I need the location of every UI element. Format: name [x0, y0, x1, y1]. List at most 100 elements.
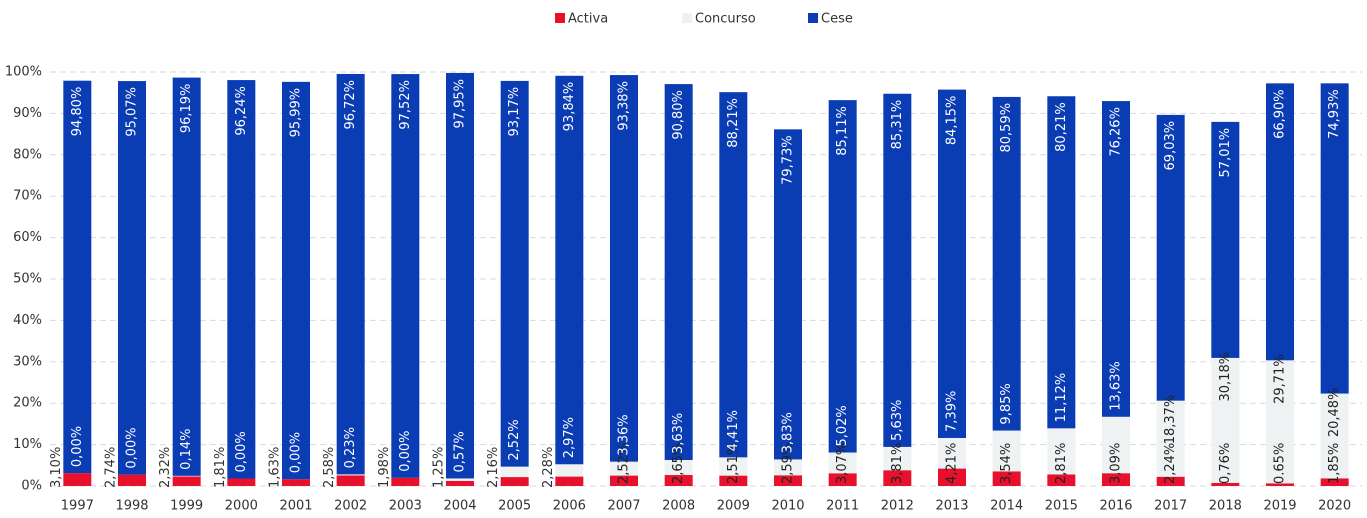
value-label: 20,48%	[1327, 388, 1342, 438]
value-label: 96,19%	[179, 84, 194, 134]
x-tick-label: 2005	[498, 499, 531, 514]
bar-segment	[1047, 474, 1076, 486]
bar-segment	[1266, 483, 1294, 486]
bar-segment	[938, 437, 966, 469]
bar-segment	[938, 89, 966, 438]
bar-segment	[1156, 476, 1185, 486]
bar-segment	[500, 80, 529, 467]
value-label: 30,18%	[1218, 352, 1233, 402]
x-tick-label: 1999	[170, 499, 203, 514]
x-tick-label: 2015	[1045, 499, 1078, 514]
value-label: 0,00%	[234, 431, 249, 472]
x-tick-label: 1997	[61, 499, 94, 514]
bar-segment	[610, 461, 638, 476]
x-tick-label: 2006	[553, 499, 586, 514]
bar-segment	[1211, 482, 1240, 486]
x-tick-label: 2009	[717, 499, 750, 514]
bar-segment	[446, 480, 474, 486]
x-tick-label: 2002	[334, 499, 367, 514]
bar-segment	[1320, 393, 1349, 479]
value-label: 9,85%	[999, 383, 1014, 424]
y-tick-label: 60%	[13, 230, 42, 245]
bar-segment	[610, 75, 638, 462]
bar-segment	[446, 478, 474, 481]
y-tick-label: 0%	[21, 479, 42, 494]
bar-segment	[282, 81, 310, 480]
x-tick-label: 2010	[771, 499, 804, 514]
bar-segment	[500, 466, 529, 478]
legend-label: Concurso	[695, 12, 756, 27]
value-label: 2,81%	[1054, 443, 1069, 484]
value-label: 80,21%	[1054, 102, 1069, 152]
value-label: 96,72%	[343, 80, 358, 130]
value-label: 1,25%	[432, 447, 447, 488]
value-label: 3,83%	[781, 412, 796, 453]
value-label: 96,24%	[234, 86, 249, 136]
y-tick-label: 20%	[13, 396, 42, 411]
bar-segment	[828, 100, 857, 453]
bar-segment	[828, 452, 857, 474]
value-label: 97,52%	[398, 80, 413, 130]
value-label: 2,24%	[1163, 443, 1178, 484]
value-label: 1,63%	[268, 447, 283, 488]
legend-swatch	[555, 13, 565, 23]
value-label: 3,63%	[671, 413, 686, 454]
bar-segment	[1320, 83, 1349, 394]
bar-segment	[118, 81, 146, 475]
x-tick-label: 2008	[662, 499, 695, 514]
bar-segment	[391, 74, 420, 478]
bar-segment	[883, 470, 912, 486]
value-label: 0.65%	[1273, 443, 1288, 484]
value-label: 69,03%	[1163, 121, 1178, 171]
value-label: 85,31%	[890, 100, 905, 150]
value-label: 2,59%	[781, 443, 796, 484]
x-tick-label: 2020	[1318, 499, 1351, 514]
legend-swatch	[808, 13, 818, 23]
x-tick-label: 2000	[225, 499, 258, 514]
bar-segment	[664, 475, 693, 486]
x-tick-label: 2003	[389, 499, 422, 514]
x-tick-label: 2017	[1154, 499, 1187, 514]
bar-segment	[1211, 357, 1240, 483]
value-label: 79,73%	[781, 135, 796, 185]
value-label: 2,51%	[726, 443, 741, 484]
value-label: 3,07%	[835, 443, 850, 484]
bar-segment	[1156, 114, 1185, 401]
value-label: 0,14%	[179, 429, 194, 470]
bar-segment	[282, 479, 310, 486]
bar-segment	[774, 475, 802, 486]
value-label: 95,99%	[289, 88, 304, 138]
value-label: 1,81%	[213, 447, 228, 488]
bar-segment	[1102, 473, 1130, 486]
bar-segment	[500, 477, 529, 486]
bar-segment	[1320, 478, 1349, 486]
value-label: 4,21%	[945, 443, 960, 484]
bar-segment	[664, 460, 693, 476]
value-label: 93,84%	[562, 82, 577, 132]
bar-segment	[118, 474, 146, 486]
value-label: 2,52%	[617, 443, 632, 484]
value-label: 5,63%	[890, 400, 905, 441]
x-tick-label: 2012	[881, 499, 914, 514]
bar-segment	[63, 80, 92, 474]
value-label: 2,65%	[671, 443, 686, 484]
bar-segment	[774, 459, 802, 476]
value-label: 85,11%	[835, 106, 850, 156]
bar-segment	[774, 129, 802, 460]
value-label: 0,76%	[1218, 443, 1233, 484]
x-tick-label: 2014	[990, 499, 1023, 514]
value-label: 0,00%	[125, 427, 140, 468]
bar-segment	[172, 77, 201, 476]
value-label: 3,54%	[999, 443, 1014, 484]
value-label: 11,12%	[1054, 373, 1069, 423]
bar-segment	[336, 474, 365, 476]
y-tick-label: 50%	[13, 272, 42, 287]
value-label: 0,00%	[70, 426, 85, 467]
bar-segment	[1047, 96, 1076, 429]
y-tick-label: 70%	[13, 189, 42, 204]
value-label: 18,37%	[1163, 395, 1178, 445]
y-tick-label: 100%	[5, 65, 42, 80]
value-label: 93,17%	[507, 87, 522, 137]
value-label: 90,80%	[671, 90, 686, 140]
bar-segment	[1102, 416, 1130, 474]
